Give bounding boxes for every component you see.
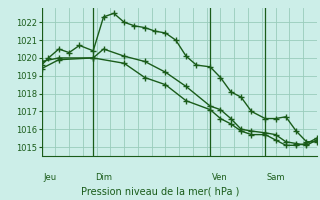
Text: Dim: Dim [95,173,112,182]
Text: Sam: Sam [267,173,285,182]
Text: Ven: Ven [212,173,228,182]
Text: Jeu: Jeu [43,173,56,182]
Text: Pression niveau de la mer( hPa ): Pression niveau de la mer( hPa ) [81,186,239,196]
